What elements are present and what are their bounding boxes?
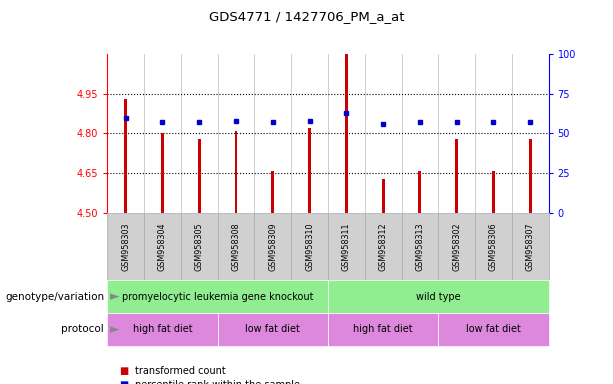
Text: transformed count: transformed count bbox=[135, 366, 226, 376]
Bar bbox=[272, 170, 274, 213]
Text: ■: ■ bbox=[120, 366, 129, 376]
Text: GSM958303: GSM958303 bbox=[121, 222, 130, 271]
Text: GSM958312: GSM958312 bbox=[379, 222, 387, 271]
Bar bbox=[382, 179, 384, 213]
Text: GSM958306: GSM958306 bbox=[489, 222, 498, 271]
Text: ►: ► bbox=[110, 323, 120, 336]
Bar bbox=[419, 170, 421, 213]
Bar bbox=[161, 133, 164, 213]
Text: high fat diet: high fat diet bbox=[353, 324, 413, 334]
Text: GSM958311: GSM958311 bbox=[342, 222, 351, 271]
Text: ►: ► bbox=[110, 290, 120, 303]
Text: low fat diet: low fat diet bbox=[245, 324, 300, 334]
Bar bbox=[492, 170, 495, 213]
Text: wild type: wild type bbox=[416, 291, 460, 302]
Bar bbox=[455, 139, 458, 213]
Text: GSM958307: GSM958307 bbox=[526, 222, 535, 271]
Text: low fat diet: low fat diet bbox=[466, 324, 521, 334]
Text: GSM958304: GSM958304 bbox=[158, 222, 167, 271]
Bar bbox=[529, 139, 531, 213]
Text: GDS4771 / 1427706_PM_a_at: GDS4771 / 1427706_PM_a_at bbox=[209, 10, 404, 23]
Text: high fat diet: high fat diet bbox=[132, 324, 192, 334]
Bar bbox=[345, 54, 348, 213]
Text: GSM958313: GSM958313 bbox=[416, 222, 424, 271]
Bar bbox=[198, 139, 200, 213]
Text: protocol: protocol bbox=[61, 324, 104, 334]
Text: percentile rank within the sample: percentile rank within the sample bbox=[135, 380, 300, 384]
Text: ■: ■ bbox=[120, 380, 129, 384]
Text: GSM958310: GSM958310 bbox=[305, 222, 314, 271]
Text: GSM958305: GSM958305 bbox=[195, 222, 204, 271]
Bar bbox=[124, 99, 127, 213]
Text: GSM958302: GSM958302 bbox=[452, 222, 461, 271]
Bar bbox=[308, 128, 311, 213]
Text: GSM958309: GSM958309 bbox=[268, 222, 277, 271]
Text: GSM958308: GSM958308 bbox=[232, 222, 240, 271]
Bar bbox=[235, 131, 237, 213]
Text: promyelocytic leukemia gene knockout: promyelocytic leukemia gene knockout bbox=[122, 291, 313, 302]
Text: genotype/variation: genotype/variation bbox=[5, 291, 104, 302]
